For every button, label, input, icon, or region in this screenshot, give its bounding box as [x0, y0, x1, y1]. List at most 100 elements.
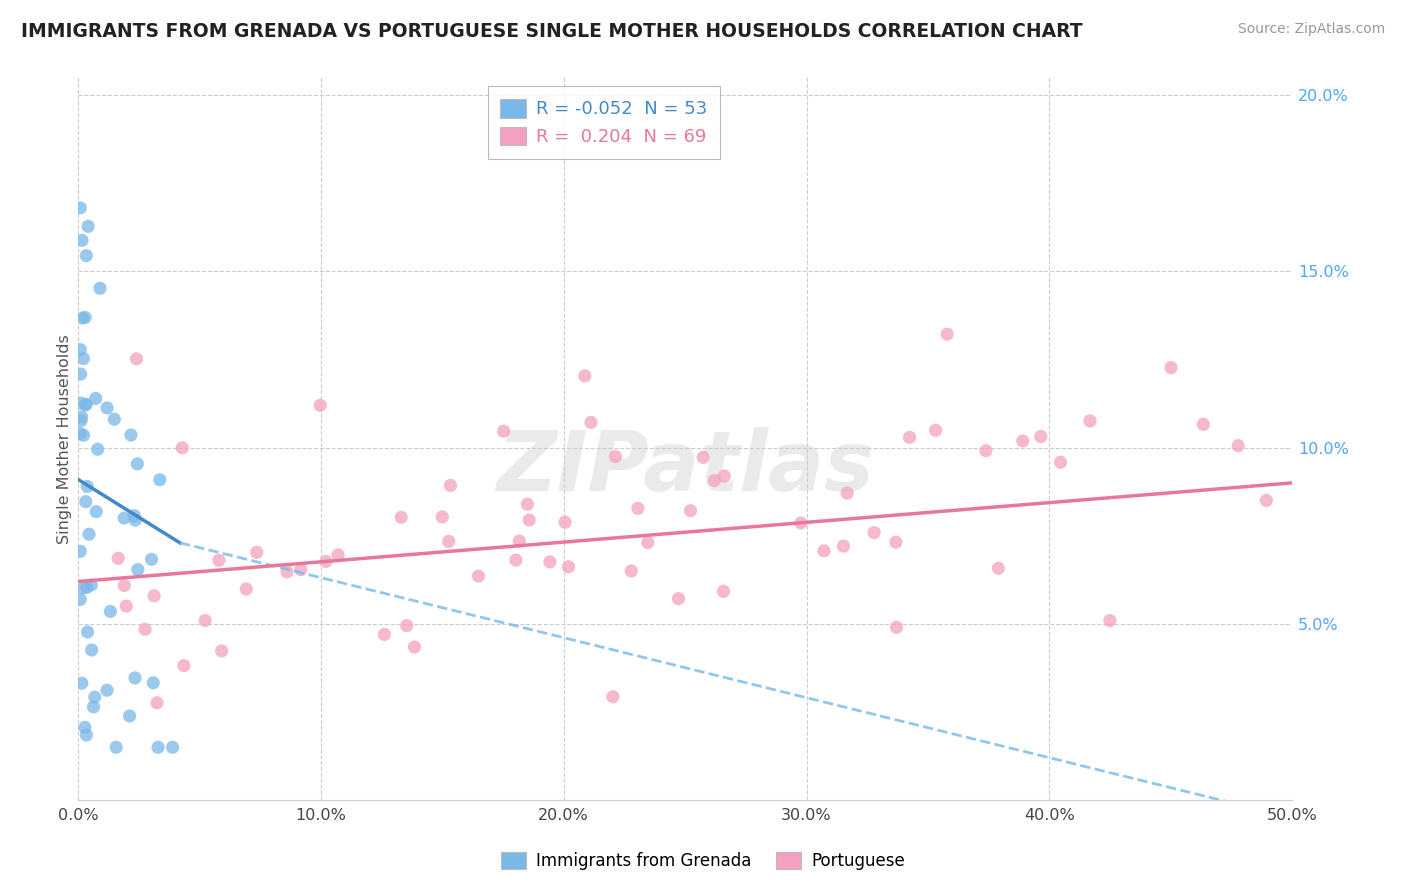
Point	[837, 486, 859, 500]
Point	[73, 581, 96, 595]
Point	[77, 219, 100, 234]
Point	[679, 504, 702, 518]
Point	[557, 559, 579, 574]
Point	[605, 450, 627, 464]
Point	[1160, 360, 1182, 375]
Point	[80, 643, 103, 657]
Point	[96, 683, 118, 698]
Point	[627, 501, 650, 516]
Point	[75, 397, 97, 411]
Point	[432, 510, 454, 524]
Legend: Immigrants from Grenada, Portuguese: Immigrants from Grenada, Portuguese	[495, 845, 911, 877]
Text: Source: ZipAtlas.com: Source: ZipAtlas.com	[1237, 22, 1385, 37]
Point	[235, 582, 257, 596]
Point	[75, 249, 97, 263]
Point	[467, 569, 489, 583]
Point	[124, 671, 146, 685]
Point	[143, 589, 166, 603]
Point	[1098, 614, 1121, 628]
Point	[72, 311, 94, 326]
Point	[1227, 439, 1250, 453]
Point	[884, 535, 907, 549]
Point	[76, 580, 98, 594]
Point	[936, 327, 959, 342]
Text: IMMIGRANTS FROM GRENADA VS PORTUGUESE SINGLE MOTHER HOUSEHOLDS CORRELATION CHART: IMMIGRANTS FROM GRENADA VS PORTUGUESE SI…	[21, 22, 1083, 41]
Point	[73, 720, 96, 734]
Point	[508, 534, 530, 549]
Point	[208, 553, 231, 567]
Point	[115, 599, 138, 613]
Point	[146, 696, 169, 710]
Point	[668, 591, 690, 606]
Point	[517, 513, 540, 527]
Point	[276, 565, 298, 579]
Point	[373, 627, 395, 641]
Point	[127, 563, 149, 577]
Point	[309, 398, 332, 412]
Point	[886, 620, 908, 634]
Point	[112, 511, 135, 525]
Point	[492, 424, 515, 438]
Point	[395, 618, 418, 632]
Point	[142, 675, 165, 690]
Point	[173, 658, 195, 673]
Point	[1011, 434, 1033, 448]
Point	[290, 563, 312, 577]
Point	[579, 416, 602, 430]
Point	[72, 351, 94, 366]
Point	[505, 553, 527, 567]
Point	[112, 578, 135, 592]
Point	[1029, 429, 1052, 443]
Point	[692, 450, 714, 465]
Point	[987, 561, 1010, 575]
Point	[1049, 455, 1071, 469]
Point	[863, 525, 886, 540]
Point	[107, 551, 129, 566]
Point	[83, 690, 105, 705]
Point	[713, 584, 735, 599]
Point	[69, 544, 91, 558]
Point	[70, 414, 93, 428]
Point	[122, 508, 145, 523]
Point	[105, 740, 128, 755]
Point	[75, 494, 97, 508]
Point	[69, 426, 91, 441]
Point	[389, 510, 412, 524]
Point	[1256, 493, 1278, 508]
Point	[404, 640, 426, 654]
Point	[124, 513, 146, 527]
Point	[69, 592, 91, 607]
Point	[813, 544, 835, 558]
Y-axis label: Single Mother Households: Single Mother Households	[58, 334, 72, 543]
Point	[326, 548, 349, 562]
Point	[703, 474, 725, 488]
Point	[82, 699, 104, 714]
Point	[898, 430, 921, 444]
Point	[75, 310, 97, 325]
Point	[127, 457, 149, 471]
Point	[69, 367, 91, 381]
Point	[70, 676, 93, 690]
Point	[103, 412, 125, 426]
Point	[120, 428, 142, 442]
Point	[96, 401, 118, 415]
Point	[713, 469, 735, 483]
Point	[149, 473, 172, 487]
Point	[75, 728, 97, 742]
Point	[89, 281, 111, 295]
Point	[134, 623, 156, 637]
Point	[146, 740, 169, 755]
Point	[924, 423, 946, 437]
Point	[86, 442, 108, 457]
Point	[211, 644, 233, 658]
Point	[141, 552, 163, 566]
Point	[80, 578, 103, 592]
Text: ZIPatlas: ZIPatlas	[496, 427, 875, 508]
Point	[790, 516, 813, 530]
Point	[69, 201, 91, 215]
Point	[70, 409, 93, 424]
Legend: R = -0.052  N = 53, R =  0.204  N = 69: R = -0.052 N = 53, R = 0.204 N = 69	[488, 87, 720, 159]
Point	[172, 441, 194, 455]
Point	[1192, 417, 1215, 432]
Point	[832, 539, 855, 553]
